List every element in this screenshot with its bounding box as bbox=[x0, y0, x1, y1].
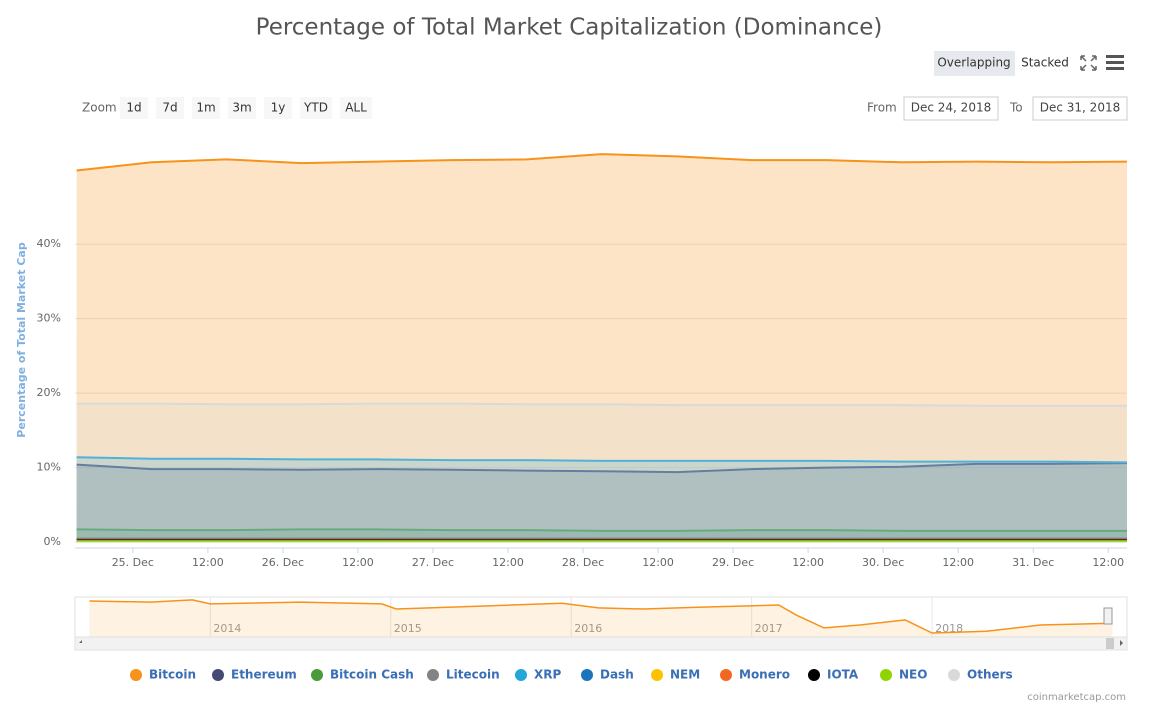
legend-marker[interactable] bbox=[651, 669, 663, 681]
legend-marker[interactable] bbox=[720, 669, 732, 681]
series-line bbox=[76, 528, 1127, 532]
from-date[interactable]: Dec 24, 2018 bbox=[911, 101, 991, 115]
navigator-tick-label: 2014 bbox=[213, 622, 241, 635]
navigator-tick-label: 2015 bbox=[394, 622, 422, 635]
zoom-button[interactable] bbox=[300, 97, 332, 119]
zoom-button-label[interactable]: 7d bbox=[162, 101, 177, 115]
area-fill bbox=[76, 154, 1128, 543]
mode-button-active[interactable] bbox=[934, 51, 1015, 76]
chart-title: Percentage of Total Market Capitalizatio… bbox=[256, 15, 883, 41]
zoom-button[interactable] bbox=[264, 97, 292, 119]
menu-icon[interactable] bbox=[1106, 55, 1124, 70]
legend-marker[interactable] bbox=[427, 669, 439, 681]
area-fill bbox=[76, 403, 1128, 543]
navigator-line bbox=[89, 599, 1113, 634]
x-tick-label: 12:00 bbox=[342, 556, 374, 569]
fullscreen-icon[interactable] bbox=[1080, 55, 1097, 71]
to-label: To bbox=[1009, 101, 1023, 115]
x-tick-label: 28. Dec bbox=[562, 556, 604, 569]
x-tick-label: 12:00 bbox=[942, 556, 974, 569]
navigator-tick-label: 2017 bbox=[755, 622, 783, 635]
x-tick-label: 12:00 bbox=[792, 556, 824, 569]
from-input[interactable] bbox=[903, 96, 999, 121]
x-tick-label: 29. Dec bbox=[712, 556, 754, 569]
legend-label[interactable]: NEM bbox=[670, 668, 700, 682]
navigator-tick-label: 2016 bbox=[574, 622, 602, 635]
legend-label[interactable]: Ethereum bbox=[231, 668, 297, 682]
y-tick-label: 10% bbox=[37, 461, 61, 474]
legend-label[interactable]: IOTA bbox=[827, 668, 859, 682]
legend-label[interactable]: Monero bbox=[739, 668, 790, 682]
x-tick-label: 12:00 bbox=[492, 556, 524, 569]
legend-marker[interactable] bbox=[948, 669, 960, 681]
zoom-button-label[interactable]: 1y bbox=[271, 101, 286, 115]
x-tick-label: 12:00 bbox=[1092, 556, 1124, 569]
x-tick-label: 30. Dec bbox=[862, 556, 904, 569]
navigator-handle[interactable] bbox=[1103, 607, 1113, 625]
scrollbar[interactable] bbox=[74, 636, 1128, 651]
y-tick-label: 40% bbox=[37, 237, 61, 250]
x-tick-label: 27. Dec bbox=[412, 556, 454, 569]
legend-marker[interactable] bbox=[880, 669, 892, 681]
legend-label[interactable]: XRP bbox=[534, 668, 561, 682]
series-line bbox=[76, 402, 1127, 407]
from-label: From bbox=[867, 101, 897, 115]
area-fill bbox=[76, 463, 1128, 543]
legend-marker[interactable] bbox=[212, 669, 224, 681]
to-input[interactable] bbox=[1032, 96, 1128, 121]
legend-marker[interactable] bbox=[515, 669, 527, 681]
legend-label[interactable]: Others bbox=[967, 668, 1013, 682]
zoom-button-label[interactable]: YTD bbox=[303, 101, 328, 115]
legend-marker[interactable] bbox=[130, 669, 142, 681]
legend-label[interactable]: Litecoin bbox=[446, 668, 500, 682]
zoom-button[interactable] bbox=[228, 97, 256, 119]
legend-label[interactable]: NEO bbox=[899, 668, 927, 682]
zoom-button-label[interactable]: ALL bbox=[345, 101, 367, 115]
legend-marker[interactable] bbox=[808, 669, 820, 681]
y-tick-label: 30% bbox=[37, 312, 61, 325]
x-tick-label: 12:00 bbox=[192, 556, 224, 569]
series-line bbox=[76, 456, 1128, 464]
zoom-button[interactable] bbox=[340, 97, 372, 119]
zoom-button[interactable] bbox=[192, 97, 220, 119]
zoom-button-label[interactable]: 1m bbox=[196, 101, 215, 115]
mode-button[interactable]: Overlapping bbox=[937, 56, 1010, 70]
legend-marker[interactable] bbox=[581, 669, 593, 681]
legend-label[interactable]: Bitcoin bbox=[149, 668, 196, 682]
zoom-button-label[interactable]: 3m bbox=[232, 101, 251, 115]
scrollbar-thumb[interactable] bbox=[1106, 638, 1114, 649]
x-tick-label: 25. Dec bbox=[112, 556, 154, 569]
zoom-button[interactable] bbox=[120, 97, 148, 119]
x-tick-label: 26. Dec bbox=[262, 556, 304, 569]
y-tick-label: 0% bbox=[44, 535, 61, 548]
legend-label[interactable]: Bitcoin Cash bbox=[330, 668, 414, 682]
zoom-button[interactable] bbox=[156, 97, 184, 119]
series-line bbox=[76, 462, 1128, 474]
y-axis-title: Percentage of Total Market Cap bbox=[15, 242, 28, 438]
legend-marker[interactable] bbox=[311, 669, 323, 681]
navigator-area bbox=[89, 599, 1113, 637]
credit: coinmarketcap.com bbox=[1027, 692, 1126, 703]
x-tick-label: 12:00 bbox=[642, 556, 674, 569]
legend-label[interactable]: Dash bbox=[600, 668, 634, 682]
zoom-label: Zoom bbox=[82, 101, 117, 115]
y-tick-label: 20% bbox=[37, 386, 61, 399]
zoom-button-label[interactable]: 1d bbox=[126, 101, 141, 115]
x-tick-label: 31. Dec bbox=[1012, 556, 1054, 569]
series-line bbox=[76, 153, 1128, 172]
mode-button[interactable]: Stacked bbox=[1021, 56, 1069, 70]
area-fill bbox=[76, 457, 1128, 543]
to-date[interactable]: Dec 31, 2018 bbox=[1040, 101, 1120, 115]
